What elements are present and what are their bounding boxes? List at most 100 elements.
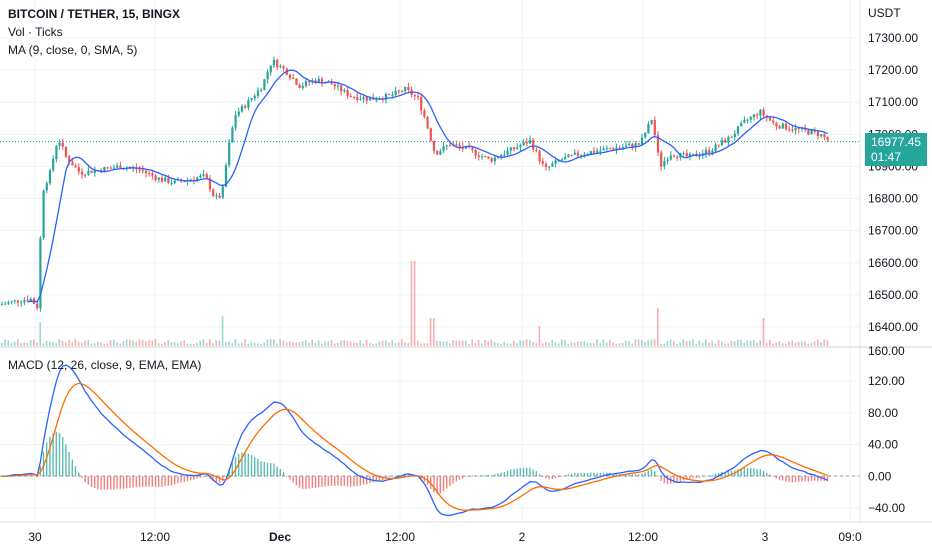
volume-bar xyxy=(701,342,704,346)
macd-histogram-bar xyxy=(686,476,688,480)
volume-bar xyxy=(45,340,48,346)
candle-body xyxy=(717,144,720,146)
volume-bar xyxy=(324,341,326,346)
volume-bar xyxy=(423,343,425,346)
volume-bar xyxy=(673,341,675,346)
candle-body xyxy=(93,170,96,173)
macd-histogram-bar xyxy=(55,431,57,477)
macd-histogram-bar xyxy=(241,452,243,477)
candle-body xyxy=(103,167,106,172)
volume-bar xyxy=(762,318,765,346)
macd-axis-ticks: 120.00 80.00 40.00 0.00 −40.00 xyxy=(868,374,905,515)
volume-bar xyxy=(273,339,275,346)
macd-histogram-bar xyxy=(465,476,467,478)
price-tick-label: 17100.00 xyxy=(868,95,918,109)
candle-body xyxy=(138,169,141,171)
macd-histogram-bar xyxy=(538,474,541,477)
volume-bar xyxy=(173,341,176,346)
candle-body xyxy=(624,145,628,147)
volume-bar xyxy=(311,339,313,346)
macd-indicator-label[interactable]: MACD (12, 26, close, 9, EMA, EMA) xyxy=(8,358,202,372)
candle-body xyxy=(813,130,816,132)
macd-histogram-bar xyxy=(730,470,733,477)
volume-bar xyxy=(135,341,137,346)
candle-body xyxy=(352,96,356,98)
candle-body xyxy=(746,119,749,121)
candle-body xyxy=(637,143,640,145)
candle-body xyxy=(208,178,212,190)
current-price-tag: 16977.45 01:47 xyxy=(865,133,927,166)
macd-histogram-bar xyxy=(1,476,3,477)
candle-body xyxy=(13,300,16,302)
volume-bar xyxy=(487,340,489,346)
macd-histogram-bar xyxy=(340,476,342,487)
macd-histogram-bar xyxy=(439,476,441,494)
candle-body xyxy=(736,126,740,134)
candle-body xyxy=(567,154,570,158)
macd-histogram-bar xyxy=(676,476,678,483)
candle-body xyxy=(112,167,116,169)
volume-bar xyxy=(746,340,749,346)
candle-body xyxy=(480,156,484,158)
candle-body xyxy=(708,149,711,154)
macd-histogram-bar xyxy=(746,467,749,477)
macd-histogram-bar xyxy=(254,457,256,477)
macd-histogram-bar xyxy=(308,476,310,489)
candle-body xyxy=(656,135,660,153)
volume-bar xyxy=(145,341,147,346)
macd-histogram-bar xyxy=(449,476,451,487)
candle-body xyxy=(116,165,119,168)
volume-bar xyxy=(29,340,32,346)
macd-histogram-bar xyxy=(593,472,595,477)
macd-histogram-bar xyxy=(78,472,80,477)
macd-histogram-bar xyxy=(321,476,323,487)
candle-body xyxy=(333,84,336,87)
volume-bar xyxy=(154,339,157,346)
candle-body xyxy=(692,153,695,155)
macd-histogram-bar xyxy=(366,476,368,485)
macd-histogram-bar xyxy=(743,467,745,477)
macd-histogram-bar xyxy=(487,474,489,477)
candle-body xyxy=(477,155,480,157)
volume-bar xyxy=(817,339,819,346)
macd-histogram-bar xyxy=(394,475,397,477)
macd-histogram-bar xyxy=(663,476,665,484)
candle-body xyxy=(596,150,599,153)
volume-indicator-label[interactable]: Vol · Ticks xyxy=(8,25,63,39)
macd-histogram-bar xyxy=(305,476,307,489)
macd-histogram-bar xyxy=(510,469,512,477)
macd-histogram-bar xyxy=(100,476,102,490)
volume-bar xyxy=(151,340,153,346)
macd-histogram-bar xyxy=(52,433,54,477)
volume-bar xyxy=(794,342,797,346)
macd-line xyxy=(1,364,828,516)
symbol-title[interactable]: BITCOIN / TETHER, 15, BINGX xyxy=(8,7,181,21)
ma-indicator-label[interactable]: MA (9, close, 0, SMA, 5) xyxy=(8,43,138,57)
macd-histogram-bar xyxy=(478,475,480,477)
macd-histogram-bar xyxy=(500,472,502,477)
macd-histogram-bar xyxy=(535,471,537,477)
macd-histogram-bar xyxy=(193,476,195,480)
candle-body xyxy=(23,299,26,303)
currency-unit[interactable]: USDT xyxy=(868,6,901,20)
macd-histogram-bar xyxy=(273,463,275,477)
macd-histogram-bar xyxy=(202,476,205,477)
macd-histogram-bar xyxy=(81,476,83,479)
candle-body xyxy=(119,165,122,169)
volume-bar xyxy=(413,261,416,346)
volume-bar xyxy=(631,343,633,346)
volume-bar xyxy=(26,342,29,346)
volume-bar xyxy=(698,340,701,346)
candle-body xyxy=(173,180,176,183)
volume-bar xyxy=(141,339,144,346)
volume-bar xyxy=(612,342,614,346)
volume-bar xyxy=(439,340,441,346)
macd-histogram-bar xyxy=(455,476,457,482)
candle-body xyxy=(212,189,215,196)
macd-histogram-bar xyxy=(529,467,531,477)
volume-bar xyxy=(561,339,563,346)
volume-bar xyxy=(663,343,665,346)
volume-bar xyxy=(820,342,822,346)
macd-histogram-bar xyxy=(516,468,518,477)
